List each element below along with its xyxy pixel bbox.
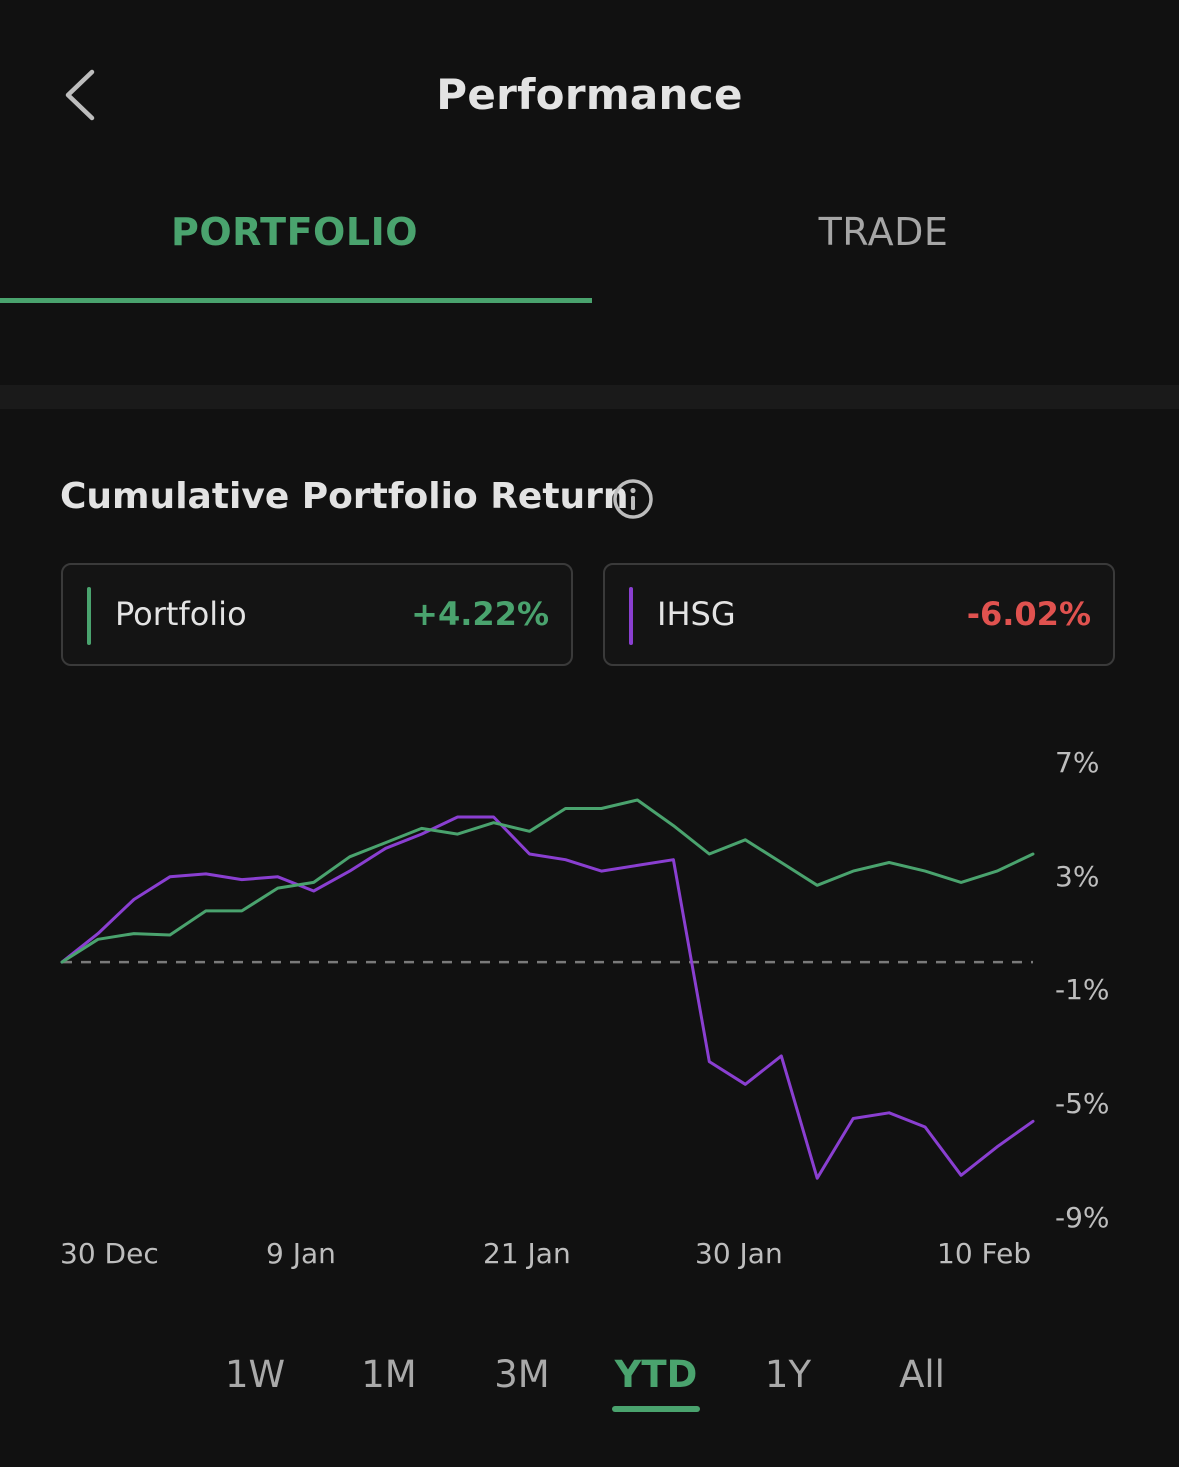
chevron-left-icon	[65, 69, 95, 121]
x-tick-label: 9 Jan	[266, 1237, 336, 1270]
legend-value-portfolio: +4.22%	[411, 595, 549, 633]
info-icon[interactable]	[612, 478, 654, 520]
section-title: Cumulative Portfolio Return	[60, 476, 629, 517]
y-tick-label: -1%	[1055, 973, 1110, 1006]
time-range-selector: 1W 1M 3M YTD 1Y All	[0, 1345, 1179, 1425]
series-line-portfolio	[60, 798, 1035, 964]
tab-bar: PORTFOLIO TRADE	[0, 190, 1179, 310]
range-1m[interactable]: 1M	[361, 1353, 417, 1396]
page-title: Performance	[436, 70, 743, 119]
return-chart[interactable]: 7% 3% -1% -5% -9% 30 Dec 9 Jan 21 Jan 30…	[0, 700, 1179, 1290]
tab-trade[interactable]: TRADE	[818, 210, 949, 254]
x-tick-label: 21 Jan	[483, 1237, 571, 1270]
back-button[interactable]	[52, 60, 112, 130]
x-tick-label: 10 Feb	[937, 1237, 1032, 1270]
x-tick-label: 30 Dec	[60, 1237, 159, 1270]
x-tick-label: 30 Jan	[695, 1237, 783, 1270]
range-all[interactable]: All	[899, 1353, 945, 1396]
legend-card-ihsg[interactable]: IHSG -6.02%	[603, 563, 1115, 666]
active-tab-indicator	[0, 298, 592, 303]
section-divider	[0, 385, 1179, 409]
header: Performance	[0, 0, 1179, 190]
y-tick-label: -5%	[1055, 1087, 1110, 1120]
legend-card-portfolio[interactable]: Portfolio +4.22%	[61, 563, 573, 666]
y-tick-label: -9%	[1055, 1201, 1110, 1234]
range-3m[interactable]: 3M	[494, 1353, 550, 1396]
legend-value-ihsg: -6.02%	[966, 595, 1091, 633]
tab-portfolio[interactable]: PORTFOLIO	[170, 210, 419, 254]
series-line-ihsg	[60, 815, 1035, 1180]
range-1y[interactable]: 1Y	[764, 1353, 812, 1396]
ihsg-color-bar	[629, 587, 633, 645]
active-range-indicator	[612, 1406, 700, 1412]
range-1w[interactable]: 1W	[224, 1353, 286, 1396]
legend-name-ihsg: IHSG	[657, 595, 736, 633]
legend-name-portfolio: Portfolio	[115, 595, 247, 633]
chart-canvas	[60, 798, 1035, 1180]
y-tick-label: 7%	[1055, 746, 1100, 779]
portfolio-color-bar	[87, 587, 91, 645]
y-tick-label: 3%	[1055, 860, 1100, 893]
range-ytd[interactable]: YTD	[614, 1353, 698, 1396]
